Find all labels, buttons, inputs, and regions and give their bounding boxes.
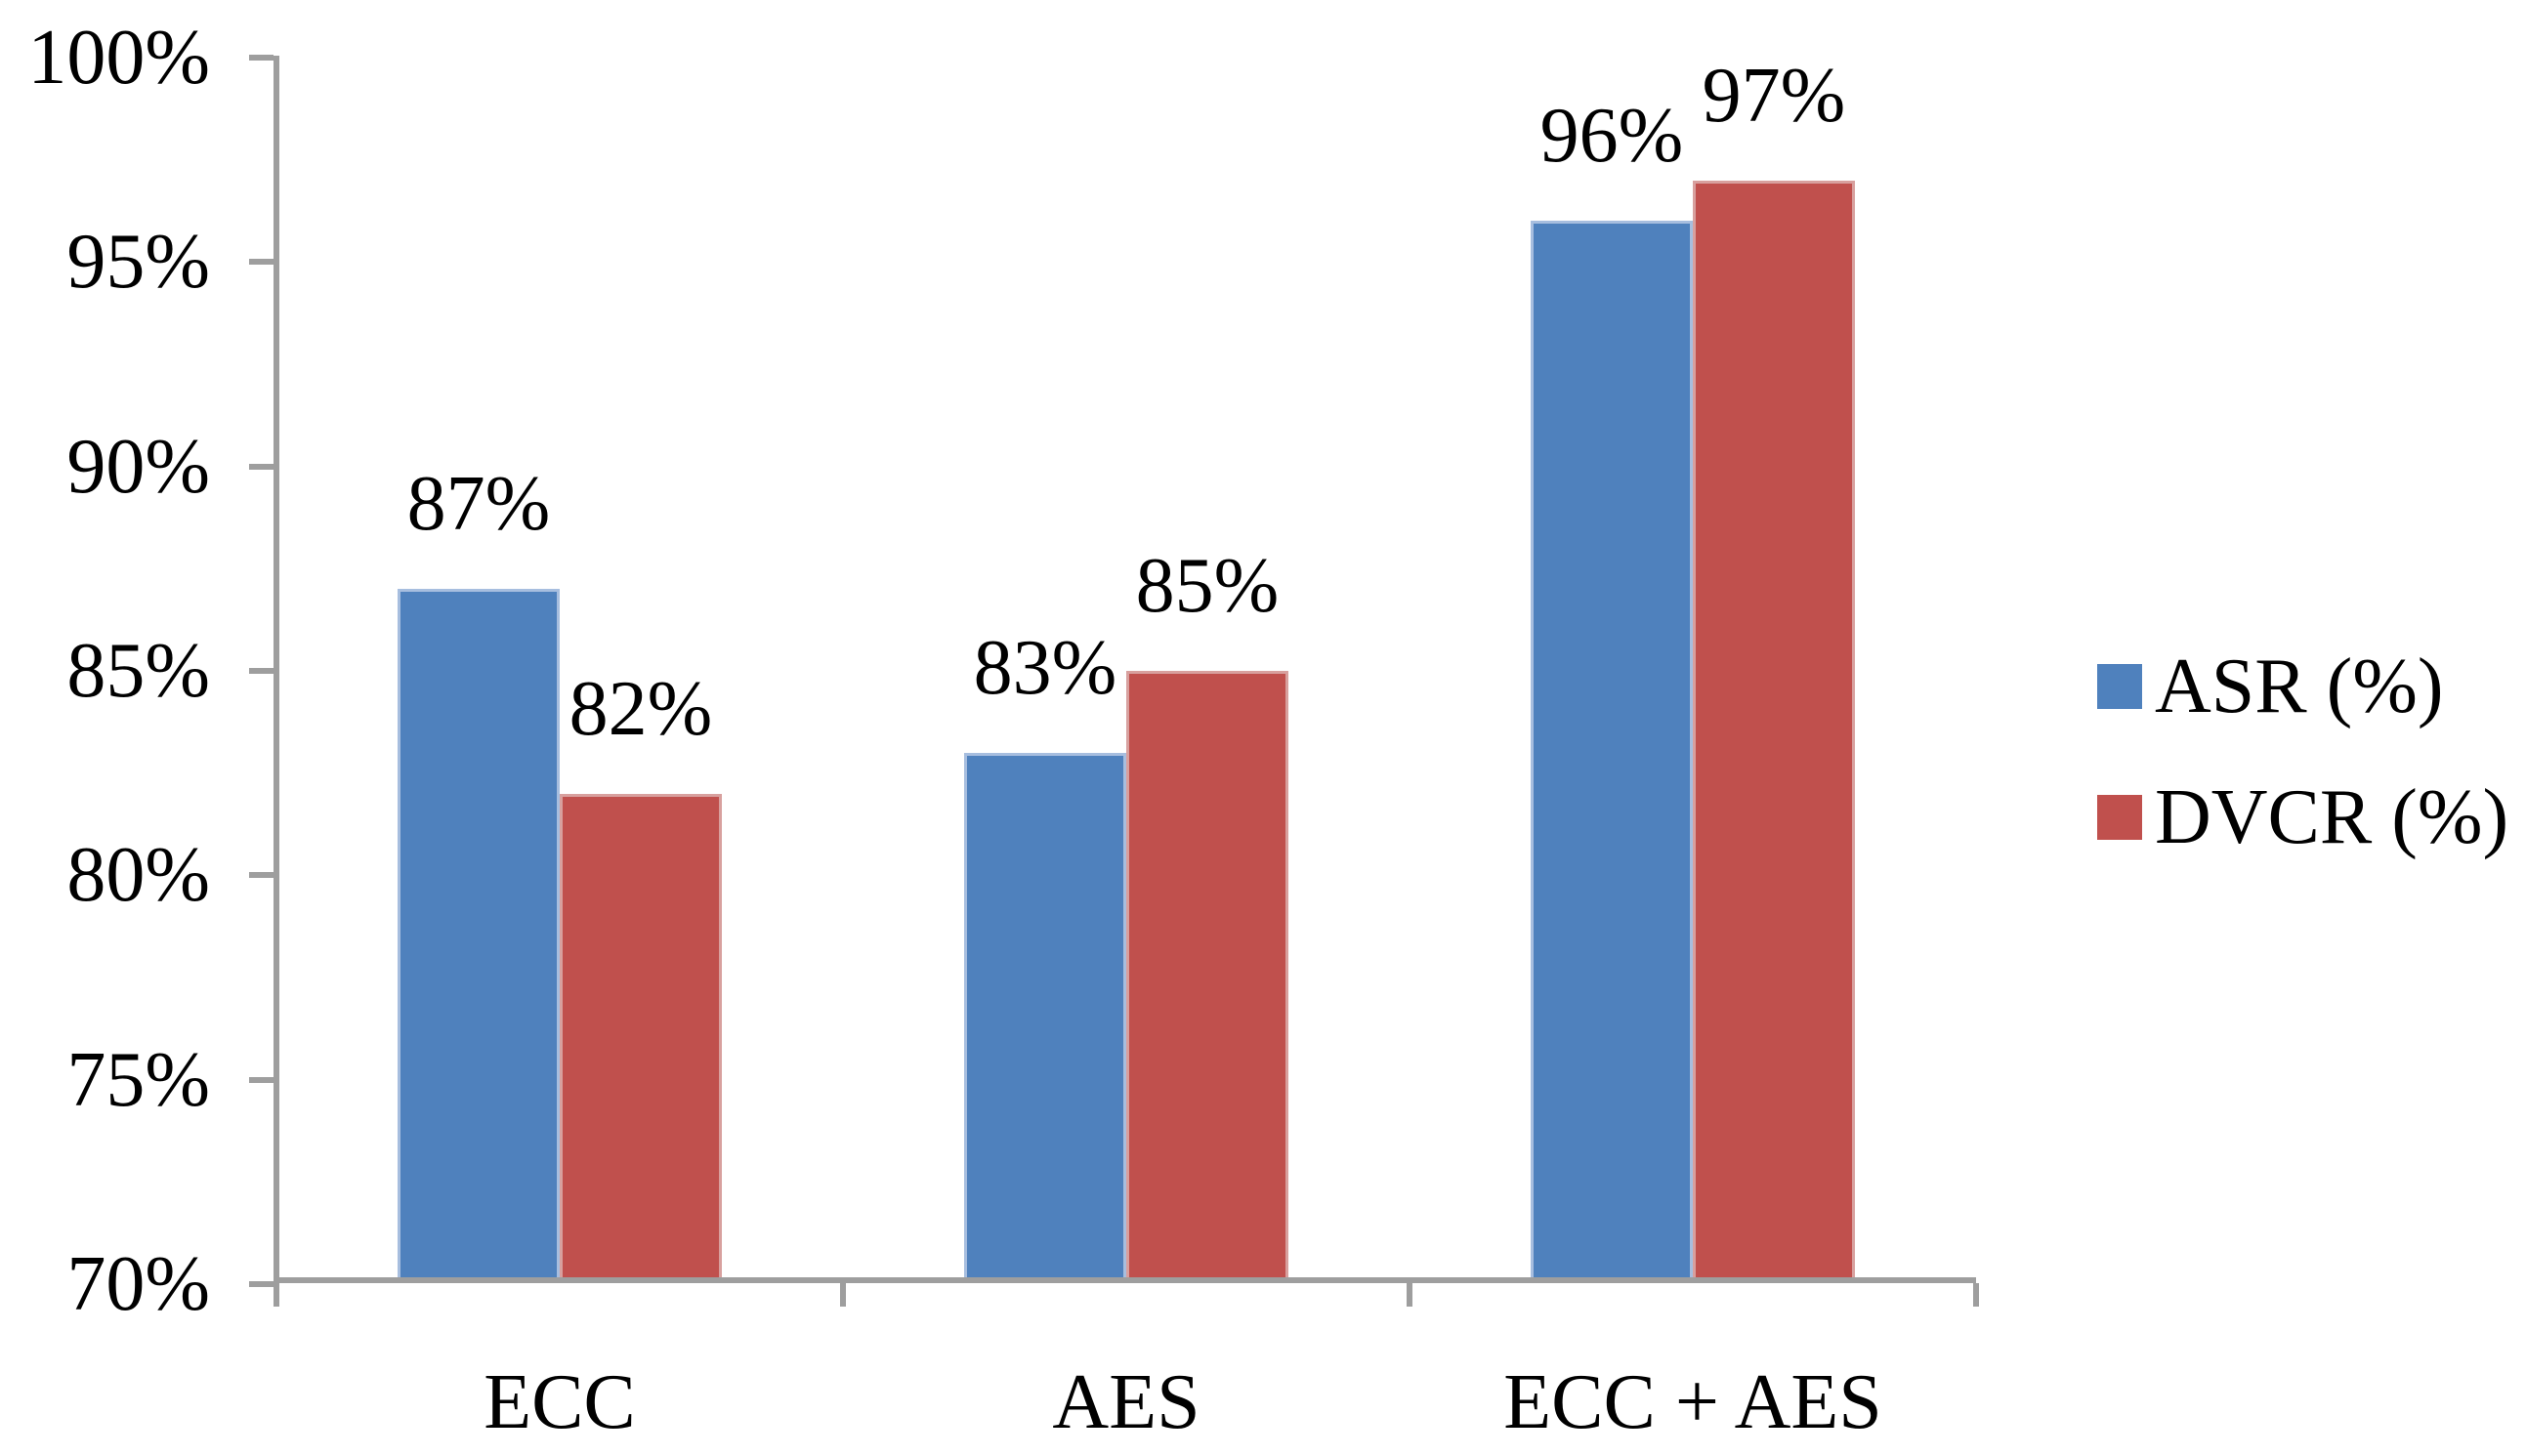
- y-axis-tick-label: 70%: [66, 1241, 210, 1327]
- bar-ecc-asr: [398, 589, 560, 1277]
- y-axis-tick-mark: [249, 55, 274, 61]
- data-label-ecc-dvcr: 82%: [568, 665, 713, 752]
- legend-label-asr: ASR (%): [2155, 644, 2444, 729]
- y-axis-tick-mark: [249, 1281, 274, 1287]
- x-axis-category-label: ECC + AES: [1503, 1359, 1882, 1445]
- x-axis-tick-mark: [1407, 1283, 1412, 1307]
- bar-aes-dvcr: [1126, 671, 1288, 1277]
- x-axis-line: [276, 1277, 1976, 1283]
- x-axis-tick-mark: [1973, 1283, 1979, 1307]
- x-axis-tick-mark: [840, 1283, 846, 1307]
- bar-ecc-aes-asr: [1531, 221, 1693, 1277]
- y-axis-tick-label: 95%: [66, 219, 210, 306]
- legend-label-dvcr: DVCR (%): [2155, 774, 2509, 860]
- data-label-ecc-asr: 87%: [406, 461, 551, 548]
- y-axis-tick-mark: [249, 872, 274, 879]
- data-label-aes-asr: 83%: [973, 624, 1117, 711]
- bar-ecc-dvcr: [560, 793, 722, 1277]
- y-axis-tick-mark: [249, 668, 274, 674]
- legend-row-dvcr: DVCR (%): [2097, 773, 2508, 861]
- legend: ASR (%) DVCR (%): [2097, 643, 2508, 861]
- y-axis-tick-label: 85%: [66, 628, 210, 714]
- data-label-aes-dvcr: 85%: [1135, 543, 1280, 629]
- bar-aes-asr: [964, 752, 1126, 1277]
- x-axis-category-label: ECC: [484, 1359, 636, 1445]
- y-axis-tick-label: 75%: [66, 1036, 210, 1123]
- x-axis-category-label: AES: [1052, 1359, 1200, 1445]
- y-axis-tick-mark: [249, 1076, 274, 1083]
- legend-row-asr: ASR (%): [2097, 643, 2508, 730]
- bar-ecc-aes-dvcr: [1693, 180, 1855, 1277]
- legend-swatch-dvcr: [2097, 795, 2142, 840]
- y-axis-line: [274, 56, 279, 1307]
- y-axis-tick-mark: [249, 463, 274, 470]
- data-label-ecc-aes-dvcr: 97%: [1702, 52, 1846, 139]
- data-label-ecc-aes-asr: 96%: [1539, 93, 1684, 180]
- legend-swatch-asr: [2097, 664, 2142, 709]
- y-axis-tick-label: 80%: [66, 832, 210, 919]
- y-axis-tick-mark: [249, 259, 274, 266]
- y-axis-tick-label: 100%: [27, 15, 210, 101]
- y-axis-tick-label: 90%: [66, 423, 210, 510]
